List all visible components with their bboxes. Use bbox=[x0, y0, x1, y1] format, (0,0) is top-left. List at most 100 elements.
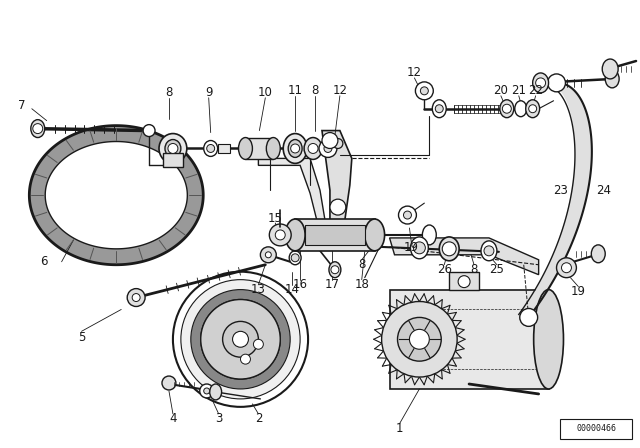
Polygon shape bbox=[29, 125, 204, 265]
Ellipse shape bbox=[410, 237, 428, 259]
Text: 4: 4 bbox=[169, 412, 177, 425]
Text: 7: 7 bbox=[18, 99, 26, 112]
Circle shape bbox=[324, 145, 332, 152]
Circle shape bbox=[484, 246, 494, 256]
Ellipse shape bbox=[602, 59, 618, 79]
Ellipse shape bbox=[605, 70, 619, 88]
Circle shape bbox=[331, 266, 339, 274]
Circle shape bbox=[232, 332, 248, 347]
Circle shape bbox=[181, 280, 300, 399]
Ellipse shape bbox=[481, 241, 497, 261]
Ellipse shape bbox=[159, 134, 187, 164]
Text: 11: 11 bbox=[287, 84, 303, 97]
Ellipse shape bbox=[285, 219, 305, 251]
Circle shape bbox=[536, 78, 545, 88]
Ellipse shape bbox=[266, 138, 280, 159]
Text: 9: 9 bbox=[205, 86, 212, 99]
Ellipse shape bbox=[329, 262, 341, 278]
Text: 20: 20 bbox=[493, 84, 508, 97]
Circle shape bbox=[241, 354, 250, 364]
Circle shape bbox=[308, 143, 318, 154]
Text: 12: 12 bbox=[332, 84, 348, 97]
Ellipse shape bbox=[165, 139, 181, 157]
Ellipse shape bbox=[288, 139, 302, 157]
Ellipse shape bbox=[591, 245, 605, 263]
Bar bbox=[246, 138, 273, 159]
Bar bbox=[218, 143, 230, 154]
Text: 8: 8 bbox=[311, 84, 319, 97]
Circle shape bbox=[330, 199, 346, 215]
Circle shape bbox=[403, 211, 412, 219]
Circle shape bbox=[415, 82, 433, 100]
Text: 14: 14 bbox=[285, 283, 300, 296]
Ellipse shape bbox=[304, 138, 322, 159]
Circle shape bbox=[399, 206, 417, 224]
Ellipse shape bbox=[204, 141, 218, 156]
Text: 24: 24 bbox=[596, 184, 611, 197]
Ellipse shape bbox=[31, 120, 45, 138]
Circle shape bbox=[143, 125, 155, 137]
Ellipse shape bbox=[534, 289, 563, 389]
Circle shape bbox=[173, 271, 308, 407]
Text: 17: 17 bbox=[324, 278, 339, 291]
Ellipse shape bbox=[333, 138, 343, 148]
Circle shape bbox=[413, 242, 426, 254]
Ellipse shape bbox=[239, 138, 252, 159]
Text: 1: 1 bbox=[396, 422, 403, 435]
Text: 2: 2 bbox=[255, 412, 262, 425]
Circle shape bbox=[561, 263, 572, 273]
Polygon shape bbox=[259, 159, 325, 225]
Bar bbox=[390, 289, 548, 389]
Ellipse shape bbox=[432, 100, 446, 118]
Ellipse shape bbox=[439, 237, 459, 261]
Circle shape bbox=[548, 74, 566, 92]
Ellipse shape bbox=[532, 73, 548, 93]
Bar bbox=[561, 419, 632, 439]
Text: 15: 15 bbox=[268, 211, 283, 224]
Text: 18: 18 bbox=[355, 278, 369, 291]
Ellipse shape bbox=[515, 101, 527, 116]
Circle shape bbox=[502, 104, 511, 113]
Text: 19: 19 bbox=[571, 285, 586, 298]
Text: 00000466: 00000466 bbox=[576, 424, 616, 433]
Circle shape bbox=[33, 124, 43, 134]
Circle shape bbox=[204, 388, 210, 394]
Circle shape bbox=[207, 145, 214, 152]
Text: 23: 23 bbox=[553, 184, 568, 197]
Text: 25: 25 bbox=[490, 263, 504, 276]
Circle shape bbox=[529, 105, 537, 113]
Polygon shape bbox=[45, 142, 188, 249]
Circle shape bbox=[397, 318, 441, 361]
Ellipse shape bbox=[525, 100, 540, 118]
Circle shape bbox=[520, 309, 538, 326]
Text: 8: 8 bbox=[358, 258, 365, 271]
Bar bbox=[305, 225, 365, 245]
Text: 21: 21 bbox=[511, 84, 526, 97]
Circle shape bbox=[168, 143, 178, 154]
Circle shape bbox=[127, 289, 145, 306]
Text: 3: 3 bbox=[215, 412, 222, 425]
Bar bbox=[454, 105, 502, 113]
Circle shape bbox=[291, 254, 299, 262]
Circle shape bbox=[162, 376, 176, 390]
Bar bbox=[449, 271, 479, 289]
Bar bbox=[163, 154, 183, 168]
Circle shape bbox=[557, 258, 577, 278]
Circle shape bbox=[269, 224, 291, 246]
Text: 13: 13 bbox=[251, 283, 266, 296]
Ellipse shape bbox=[289, 251, 301, 265]
Circle shape bbox=[200, 384, 214, 398]
Circle shape bbox=[201, 300, 280, 379]
Circle shape bbox=[319, 139, 337, 157]
Circle shape bbox=[442, 242, 456, 256]
Circle shape bbox=[458, 276, 470, 288]
Circle shape bbox=[435, 105, 444, 113]
Text: 12: 12 bbox=[407, 66, 422, 79]
Text: 26: 26 bbox=[436, 263, 452, 276]
Circle shape bbox=[291, 144, 300, 153]
Circle shape bbox=[253, 339, 263, 349]
Circle shape bbox=[223, 321, 259, 357]
Circle shape bbox=[410, 329, 429, 349]
Text: 8: 8 bbox=[165, 86, 173, 99]
Ellipse shape bbox=[500, 100, 514, 118]
